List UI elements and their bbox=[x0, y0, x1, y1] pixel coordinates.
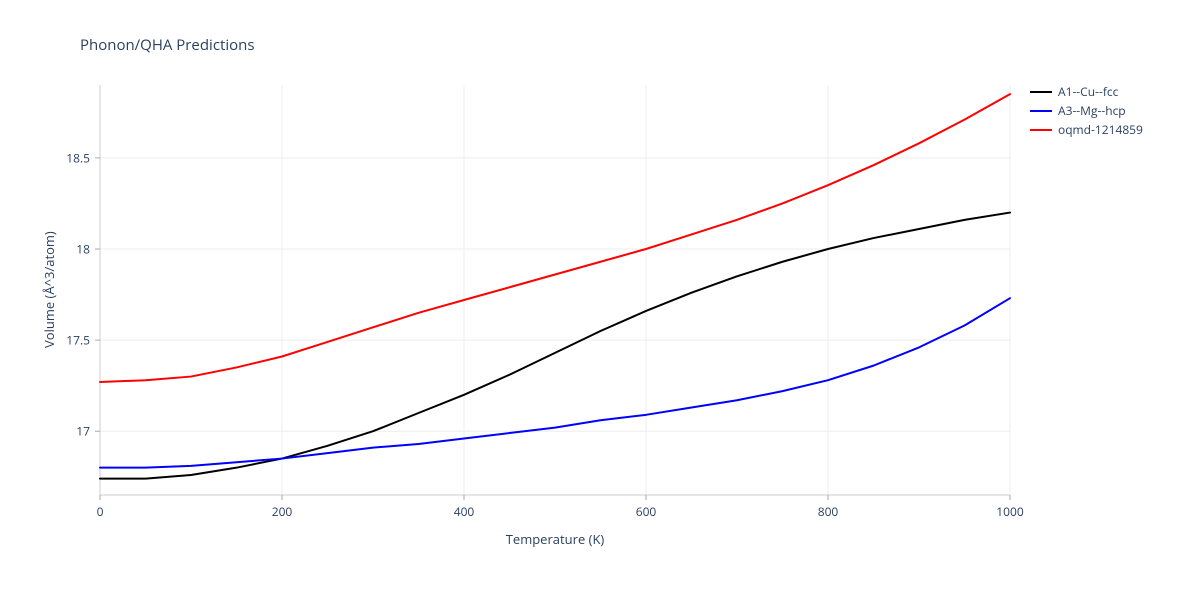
legend-item[interactable]: A1--Cu--fcc bbox=[1030, 82, 1143, 101]
y-tick-label: 17 bbox=[60, 423, 90, 440]
x-tick-label: 0 bbox=[97, 503, 104, 520]
legend-swatch bbox=[1030, 110, 1052, 112]
legend-label: oqmd-1214859 bbox=[1058, 121, 1143, 138]
plot-svg bbox=[100, 85, 1010, 495]
x-tick-label: 400 bbox=[454, 503, 475, 520]
legend-swatch bbox=[1030, 129, 1052, 131]
legend-label: A1--Cu--fcc bbox=[1058, 83, 1118, 100]
x-tick-label: 600 bbox=[636, 503, 657, 520]
y-axis-label: Volume (Å^3/atom) bbox=[40, 85, 58, 495]
legend: A1--Cu--fcc A3--Mg--hcp oqmd-1214859 bbox=[1030, 82, 1143, 139]
y-tick-label: 18.5 bbox=[60, 149, 90, 166]
legend-swatch bbox=[1030, 91, 1052, 93]
legend-item[interactable]: oqmd-1214859 bbox=[1030, 120, 1143, 139]
legend-label: A3--Mg--hcp bbox=[1058, 102, 1126, 119]
series-line[interactable] bbox=[100, 213, 1010, 479]
chart-title: Phonon/QHA Predictions bbox=[80, 35, 255, 55]
x-tick-label: 200 bbox=[272, 503, 293, 520]
series-line[interactable] bbox=[100, 298, 1010, 467]
plot-area[interactable] bbox=[100, 85, 1010, 495]
chart-container: Phonon/QHA Predictions Volume (Å^3/atom)… bbox=[0, 0, 1200, 600]
x-axis-label: Temperature (K) bbox=[100, 530, 1010, 548]
x-tick-label: 800 bbox=[818, 503, 839, 520]
y-tick-label: 18 bbox=[60, 241, 90, 258]
legend-item[interactable]: A3--Mg--hcp bbox=[1030, 101, 1143, 120]
x-tick-label: 1000 bbox=[996, 503, 1023, 520]
y-tick-label: 17.5 bbox=[60, 332, 90, 349]
